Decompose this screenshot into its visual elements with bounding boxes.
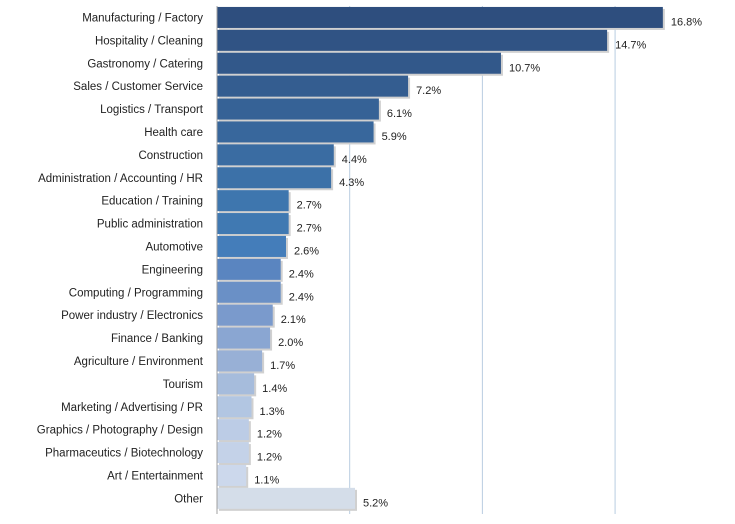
value-label: 2.7% bbox=[297, 223, 322, 235]
category-label: Computing / Programming bbox=[69, 287, 203, 299]
value-label: 2.7% bbox=[297, 200, 322, 212]
category-label: Graphics / Photography / Design bbox=[37, 425, 203, 437]
value-label: 1.3% bbox=[260, 406, 285, 418]
category-label: Logistics / Transport bbox=[100, 104, 204, 116]
bar bbox=[217, 350, 263, 372]
value-label: 6.1% bbox=[387, 108, 412, 120]
bar bbox=[217, 190, 289, 212]
bar bbox=[217, 464, 247, 486]
value-label: 4.3% bbox=[339, 177, 364, 189]
category-label: Art / Entertainment bbox=[107, 470, 204, 482]
bar bbox=[217, 258, 281, 280]
category-label: Automotive bbox=[145, 241, 203, 253]
value-label: 4.4% bbox=[342, 154, 367, 166]
category-label: Engineering bbox=[142, 264, 203, 276]
bar bbox=[217, 487, 355, 509]
bar bbox=[217, 6, 663, 28]
category-label: Health care bbox=[144, 127, 203, 139]
value-label: 10.7% bbox=[509, 62, 540, 74]
bar bbox=[217, 304, 273, 326]
category-label: Marketing / Advertising / PR bbox=[61, 402, 203, 414]
value-label: 5.9% bbox=[382, 131, 407, 143]
value-label: 16.8% bbox=[671, 16, 702, 28]
category-label: Sales / Customer Service bbox=[73, 81, 203, 93]
category-label: Construction bbox=[138, 150, 203, 162]
bar bbox=[217, 373, 255, 395]
category-labels: Manufacturing / Factory Hospitality / Cle… bbox=[37, 12, 204, 505]
value-label: 1.2% bbox=[257, 429, 282, 441]
value-labels: 16.8% 14.7% 10.7% 7.2% 6.1% 5.9% 4.4% 4.3% 2.7% 2… bbox=[254, 16, 702, 509]
category-label: Finance / Banking bbox=[111, 333, 203, 345]
value-label: 2.6% bbox=[294, 245, 319, 257]
bar bbox=[217, 396, 252, 418]
category-label: Hospitality / Cleaning bbox=[95, 35, 203, 47]
value-label: 2.1% bbox=[281, 314, 306, 326]
value-label: 2.4% bbox=[289, 268, 314, 280]
value-label: 7.2% bbox=[416, 85, 441, 97]
bar bbox=[217, 75, 409, 97]
category-label: Other bbox=[174, 493, 203, 505]
value-label: 5.2% bbox=[363, 497, 388, 509]
value-label: 2.4% bbox=[289, 291, 314, 303]
value-label: 2.0% bbox=[278, 337, 303, 349]
bar bbox=[217, 144, 334, 166]
bar bbox=[217, 167, 332, 189]
bars bbox=[217, 6, 665, 511]
category-label: Tourism bbox=[163, 379, 203, 391]
category-label: Public administration bbox=[97, 219, 203, 231]
category-label: Power industry / Electronics bbox=[61, 310, 203, 322]
bar bbox=[217, 98, 379, 120]
category-label: Agriculture / Environment bbox=[74, 356, 204, 368]
value-label: 1.7% bbox=[270, 360, 295, 372]
bar bbox=[217, 235, 286, 257]
bar bbox=[217, 442, 249, 464]
bar bbox=[217, 419, 249, 441]
bar bbox=[217, 327, 271, 349]
bar bbox=[217, 29, 608, 51]
category-label: Education / Training bbox=[101, 196, 203, 208]
bar bbox=[217, 213, 289, 235]
value-label: 1.4% bbox=[262, 383, 287, 395]
value-label: 1.2% bbox=[257, 452, 282, 464]
value-label: 14.7% bbox=[615, 39, 646, 51]
category-label: Gastronomy / Catering bbox=[87, 58, 203, 70]
bar bbox=[217, 52, 501, 74]
category-label: Administration / Accounting / HR bbox=[38, 173, 203, 185]
bar bbox=[217, 121, 374, 143]
category-label: Manufacturing / Factory bbox=[82, 12, 203, 24]
bar bbox=[217, 281, 281, 303]
value-label: 1.1% bbox=[254, 474, 279, 486]
category-label: Pharmaceutics / Biotechnology bbox=[45, 448, 203, 460]
